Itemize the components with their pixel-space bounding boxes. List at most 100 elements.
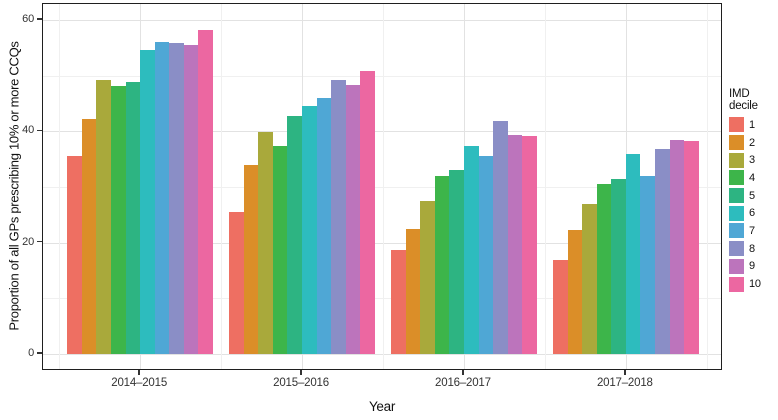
bar-decile-5-2017–2018 — [611, 179, 626, 354]
bar-decile-5-2014–2015 — [125, 81, 141, 354]
bar-decile-10-2017–2018 — [684, 140, 699, 354]
gridline-minor-x4 — [706, 4, 708, 369]
y-tick-mark-0 — [37, 352, 42, 354]
legend-items: 1 2 3 4 5 6 7 8 9 10 — [729, 116, 778, 293]
legend-swatch-8 — [729, 241, 744, 257]
legend-label-9: 9 — [749, 260, 755, 273]
gridline-major-y0 — [43, 354, 721, 355]
bar-decile-6-2014–2015 — [140, 50, 155, 354]
bar-decile-10-2014–2015 — [198, 30, 213, 354]
bar-decile-4-2015–2016 — [272, 146, 288, 354]
gridline-major-y60 — [43, 20, 721, 21]
y-tick-mark-60 — [37, 18, 42, 20]
y-axis-title: Proportion of all GPs prescribing 10% or… — [6, 41, 22, 331]
bar-decile-8-2016–2017 — [493, 120, 508, 354]
legend-label-1: 1 — [749, 118, 755, 131]
x-tick-label-0: 2014–2015 — [111, 377, 168, 389]
x-tick-label-3: 2017–2018 — [596, 377, 653, 389]
bar-decile-9-2015–2016 — [345, 84, 361, 354]
bar-decile-1-2017–2018 — [553, 260, 568, 354]
y-tick-label-40: 40 — [22, 124, 34, 137]
legend-item-8: 8 — [729, 240, 778, 258]
bar-decile-4-2017–2018 — [596, 184, 612, 354]
gridline-minor-x0 — [59, 4, 61, 369]
legend-item-5: 5 — [729, 187, 778, 205]
y-tick-mark-20 — [37, 240, 42, 243]
legend-swatch-4 — [729, 170, 744, 186]
legend-swatch-10 — [729, 276, 744, 292]
legend-item-10: 10 — [729, 275, 778, 293]
legend-item-9: 9 — [729, 258, 778, 276]
x-tick-mark-3 — [624, 370, 626, 375]
y-tick-label-60: 60 — [22, 13, 34, 25]
bar-decile-5-2016–2017 — [449, 169, 464, 354]
legend-item-6: 6 — [729, 204, 778, 222]
gridline-minor-y50 — [43, 75, 721, 77]
legend-label-3: 3 — [749, 154, 755, 167]
bar-decile-8-2017–2018 — [655, 149, 670, 354]
legend-item-7: 7 — [729, 222, 778, 240]
gridline-minor-y30 — [43, 187, 721, 188]
legend-swatch-7 — [729, 223, 744, 239]
legend-swatch-6 — [729, 205, 744, 221]
bar-decile-8-2014–2015 — [169, 42, 184, 354]
bar-decile-4-2014–2015 — [111, 85, 126, 354]
x-tick-label-1: 2015–2016 — [273, 377, 329, 389]
legend-swatch-2 — [729, 135, 744, 151]
legend-swatch-3 — [729, 152, 744, 168]
bar-decile-2-2015–2016 — [243, 164, 259, 354]
y-tick-label-0: 0 — [28, 347, 34, 359]
bar-decile-6-2017–2018 — [625, 154, 641, 354]
legend-swatch-1 — [729, 117, 744, 133]
bar-decile-9-2014–2015 — [183, 45, 199, 354]
bar-decile-3-2014–2015 — [96, 79, 111, 354]
bar-decile-1-2014–2015 — [67, 156, 82, 354]
bar-decile-3-2015–2016 — [258, 132, 273, 354]
legend-label-4: 4 — [749, 171, 755, 184]
legend-label-8: 8 — [749, 242, 755, 255]
legend-item-3: 3 — [729, 151, 778, 169]
bar-decile-1-2016–2017 — [391, 249, 406, 354]
bar-decile-4-2016–2017 — [434, 175, 450, 354]
x-axis-title: Year — [368, 399, 396, 414]
x-tick-label-2: 2016–2017 — [435, 377, 491, 389]
legend-label-5: 5 — [749, 189, 755, 202]
legend-label-10: 10 — [749, 278, 761, 291]
bar-decile-9-2017–2018 — [669, 139, 685, 354]
x-tick-mark-1 — [300, 370, 302, 375]
plot-panel — [42, 3, 722, 370]
legend: IMD decile 1 2 3 4 5 6 7 8 9 10 — [729, 88, 778, 293]
bar-decile-2-2014–2015 — [81, 119, 97, 354]
legend-label-2: 2 — [749, 136, 755, 149]
bar-decile-2-2017–2018 — [567, 229, 583, 354]
legend-item-4: 4 — [729, 169, 778, 187]
bar-decile-6-2016–2017 — [463, 146, 479, 354]
bar-decile-6-2015–2016 — [302, 105, 317, 354]
gridline-major-y20 — [43, 242, 721, 244]
gridline-major-y40 — [43, 131, 721, 133]
bar-decile-1-2015–2016 — [229, 212, 244, 354]
bar-decile-9-2016–2017 — [507, 134, 523, 354]
x-tick-mark-2 — [462, 370, 464, 375]
x-tick-mark-0 — [138, 370, 140, 375]
bar-decile-3-2016–2017 — [420, 201, 435, 354]
legend-label-6: 6 — [749, 207, 755, 220]
gridline-minor-x1 — [221, 4, 223, 369]
gridline-minor-y10 — [43, 298, 721, 300]
legend-title: IMD decile — [729, 88, 758, 112]
gridline-minor-x2 — [383, 4, 384, 369]
bar-decile-10-2015–2016 — [360, 71, 375, 354]
bar-decile-7-2017–2018 — [640, 175, 655, 354]
bar-decile-7-2016–2017 — [478, 156, 494, 354]
legend-item-1: 1 — [729, 116, 778, 134]
bar-decile-8-2015–2016 — [331, 80, 346, 354]
bar-decile-5-2015–2016 — [287, 115, 303, 354]
y-tick-label-20: 20 — [22, 235, 34, 248]
bar-decile-7-2014–2015 — [154, 42, 170, 354]
bar-decile-10-2016–2017 — [522, 135, 537, 354]
gridline-minor-x3 — [544, 4, 546, 369]
bar-decile-3-2017–2018 — [582, 203, 597, 354]
y-tick-mark-40 — [37, 129, 42, 132]
legend-swatch-5 — [729, 188, 744, 204]
